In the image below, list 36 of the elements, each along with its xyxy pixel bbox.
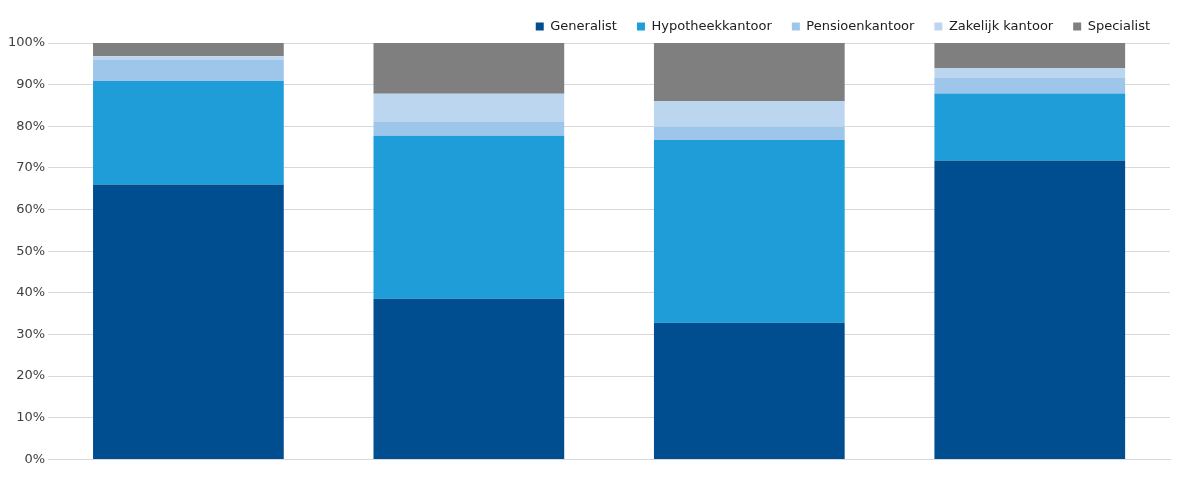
bar (93, 60, 284, 81)
bar (934, 43, 1126, 68)
y-tick-label: 30% (16, 325, 46, 341)
bar (934, 160, 1126, 459)
legend-label: Hypotheekkantoor (651, 17, 773, 33)
bar (934, 67, 1126, 78)
legend-label: Zakelijk kantoor (948, 17, 1054, 33)
y-tick-label: 90% (16, 76, 46, 92)
bar (373, 93, 565, 123)
legend-label: Pensioenkantoor (806, 17, 916, 33)
legend-label: Generalist (550, 17, 617, 33)
bar (653, 100, 845, 127)
bar (653, 126, 845, 141)
y-tick-label: 80% (16, 117, 46, 133)
y-tick-label: 40% (16, 284, 46, 300)
y-tick-label: 10% (16, 409, 46, 425)
bar (373, 43, 565, 94)
bar (653, 140, 845, 323)
y-tick-label: 100% (7, 34, 46, 50)
y-tick-label: 60% (16, 200, 46, 216)
y-tick-label: 50% (16, 242, 46, 258)
bar (93, 80, 284, 185)
bar (373, 122, 565, 136)
y-tick-label: 20% (16, 367, 46, 383)
y-tick-label: 70% (16, 159, 46, 175)
bar (653, 43, 845, 101)
bar (93, 184, 284, 459)
bar (93, 56, 284, 61)
bar (373, 298, 565, 459)
legend-label: Specialist (1087, 17, 1151, 33)
bar (934, 93, 1126, 161)
y-tick-label: 0% (24, 450, 46, 466)
bar (934, 77, 1126, 94)
bar (653, 322, 845, 459)
bar (93, 43, 284, 57)
bar (373, 135, 565, 299)
